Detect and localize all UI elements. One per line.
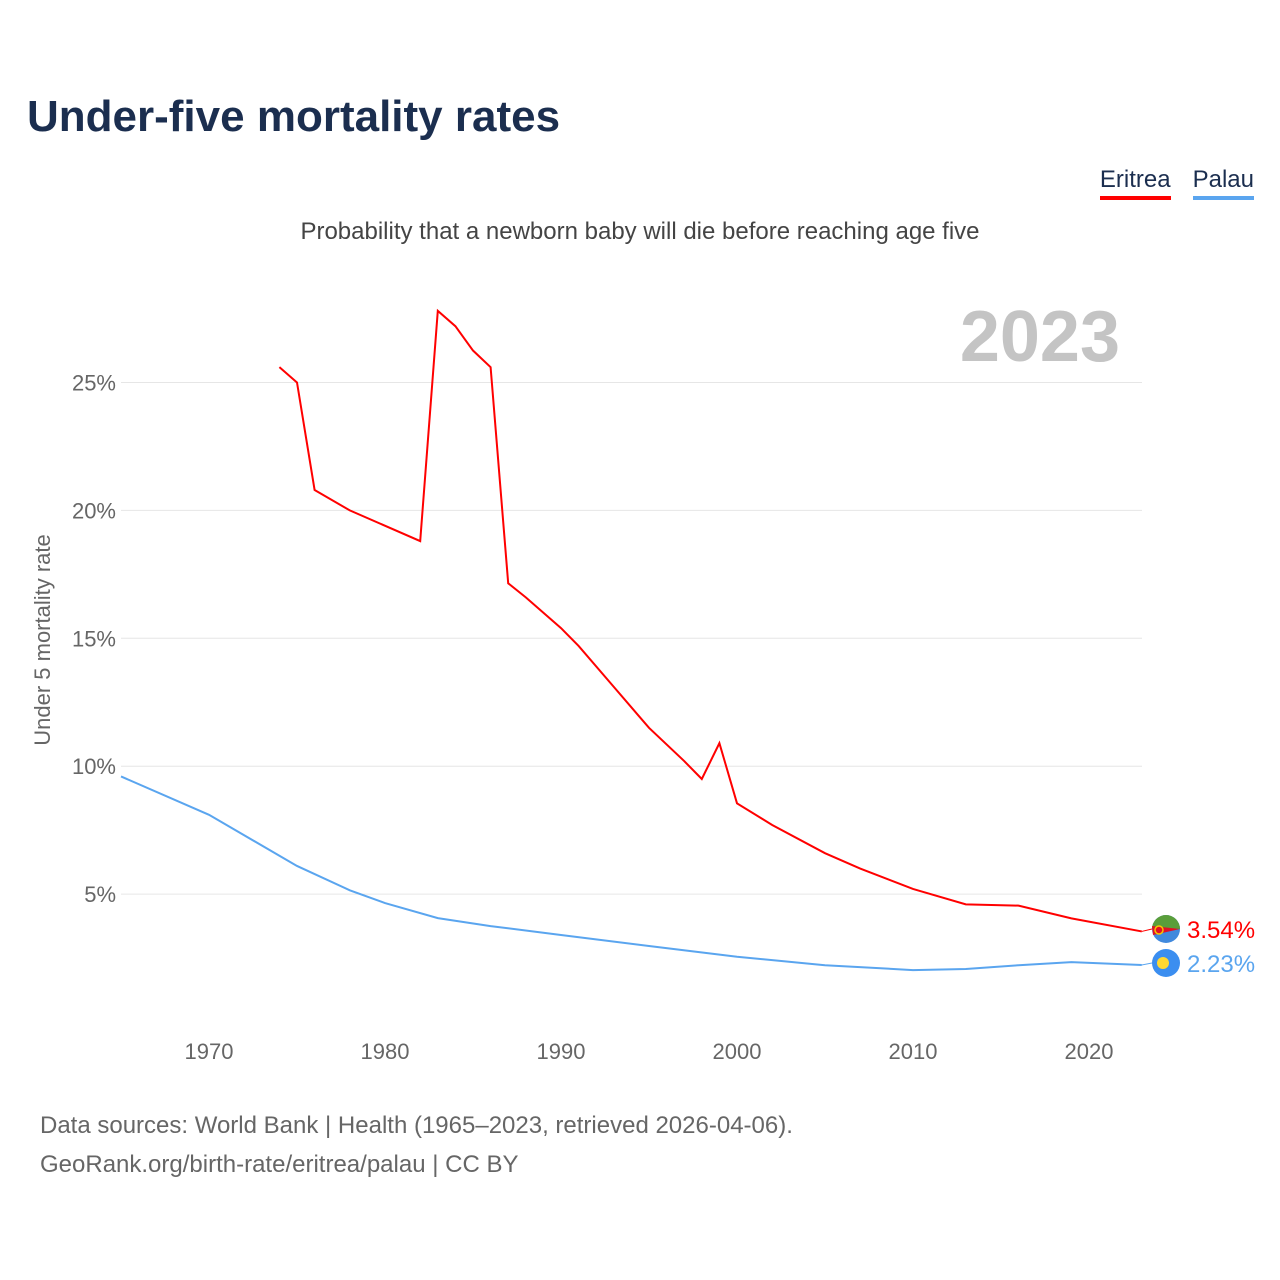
legend: Eritrea Palau xyxy=(1099,166,1254,200)
flag-eritrea-emblem xyxy=(1154,925,1164,935)
year-label: 2023 xyxy=(960,297,1120,377)
y-axis-label: Under 5 mortality rate xyxy=(30,534,55,746)
end-value-label: 3.54% xyxy=(1187,917,1255,944)
y-tick-label: 25% xyxy=(72,371,116,396)
end-value-label: 2.23% xyxy=(1187,951,1255,978)
series-line-palau xyxy=(120,775,1142,972)
chart-subtitle: Probability that a newborn baby will die… xyxy=(300,218,980,245)
source-note: Data sources: World Bank | Health (1965–… xyxy=(40,1106,793,1184)
x-tick-label: 2000 xyxy=(713,1039,762,1064)
x-tick-label: 2020 xyxy=(1065,1039,1114,1064)
y-tick-label: 20% xyxy=(72,498,116,523)
source-line-1: Data sources: World Bank | Health (1965–… xyxy=(40,1112,793,1139)
y-tick-label: 10% xyxy=(72,754,116,779)
y-tick-label: 5% xyxy=(84,882,116,907)
x-tick-label: 1980 xyxy=(361,1039,410,1064)
chart-title: Under-five mortality rates xyxy=(27,92,561,141)
series-line-eritrea xyxy=(278,308,1142,933)
flag-palau-moon xyxy=(1157,957,1169,969)
flag-eritrea-red xyxy=(1152,926,1180,935)
end-connector xyxy=(1141,962,1153,966)
y-tick-label: 15% xyxy=(72,626,116,651)
legend-palau[interactable]: Palau xyxy=(1192,166,1254,200)
x-tick-label: 1970 xyxy=(185,1039,234,1064)
legend-eritrea[interactable]: Eritrea xyxy=(1099,166,1171,200)
end-connector xyxy=(1141,928,1153,932)
source-line-2[interactable]: GeoRank.org/birth-rate/eritrea/palau | C… xyxy=(40,1151,519,1178)
x-tick-label: 2010 xyxy=(889,1039,938,1064)
x-tick-label: 1990 xyxy=(537,1039,586,1064)
